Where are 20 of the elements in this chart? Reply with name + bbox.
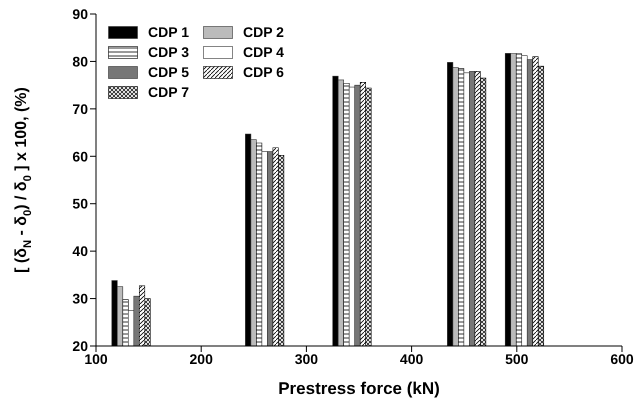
- y-tick-label: 60: [72, 148, 88, 164]
- y-tick-label: 90: [72, 6, 88, 22]
- x-tick-label: 200: [190, 350, 214, 367]
- legend-label: CDP 3: [148, 44, 189, 60]
- x-tick-label: 400: [400, 350, 424, 367]
- x-axis-title: Prestress force (kN): [278, 379, 440, 398]
- y-tick-label: 40: [72, 243, 88, 260]
- legend-label: CDP 2: [242, 24, 284, 40]
- legend-label: CDP 4: [242, 44, 284, 60]
- legend-label: CDP 5: [148, 64, 189, 80]
- legend-label: CDP 6: [242, 64, 284, 80]
- x-tick-label: 300: [294, 350, 318, 367]
- y-tick-label: 50: [72, 196, 88, 212]
- y-tick-label: 70: [72, 100, 88, 117]
- y-tick-label: 30: [72, 290, 88, 307]
- legend-label: CDP 1: [148, 24, 189, 40]
- legend-label: CDP 7: [148, 84, 189, 100]
- y-tick-label: 80: [72, 53, 88, 70]
- x-tick-label: 600: [610, 350, 634, 367]
- x-tick-label: 500: [505, 350, 529, 367]
